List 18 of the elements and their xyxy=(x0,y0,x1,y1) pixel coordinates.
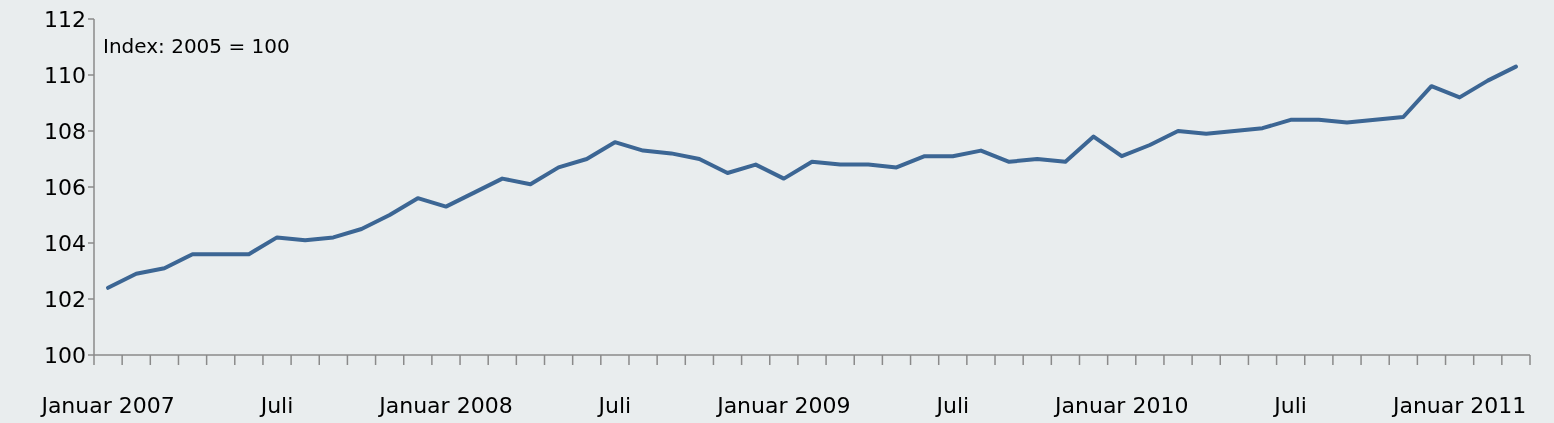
y-tick-label: 100 xyxy=(44,342,86,368)
y-tick-label: 108 xyxy=(44,118,86,144)
y-tick-label: 112 xyxy=(44,6,86,32)
y-tick-label: 106 xyxy=(44,174,86,200)
annotation: Index: 2005 = 100 xyxy=(103,34,290,58)
line-series xyxy=(106,64,1518,290)
x-tick-label: Januar 2010 xyxy=(1053,393,1189,418)
x-tick-label: Juli xyxy=(596,393,632,418)
y-tick-label: 110 xyxy=(44,62,86,88)
x-tick-label: Januar 2011 xyxy=(1390,393,1527,418)
x-tick-label: Januar 2009 xyxy=(715,393,851,418)
x-tick-label: Januar 2007 xyxy=(39,393,175,418)
y-tick-label: 104 xyxy=(44,230,86,256)
x-tick-label: Juli xyxy=(934,393,970,418)
x-tick-label: Juli xyxy=(258,393,294,418)
x-tick-label: Juli xyxy=(1272,393,1307,418)
y-tick-label: 102 xyxy=(44,286,86,312)
x-tick-label: Januar 2008 xyxy=(377,393,513,418)
